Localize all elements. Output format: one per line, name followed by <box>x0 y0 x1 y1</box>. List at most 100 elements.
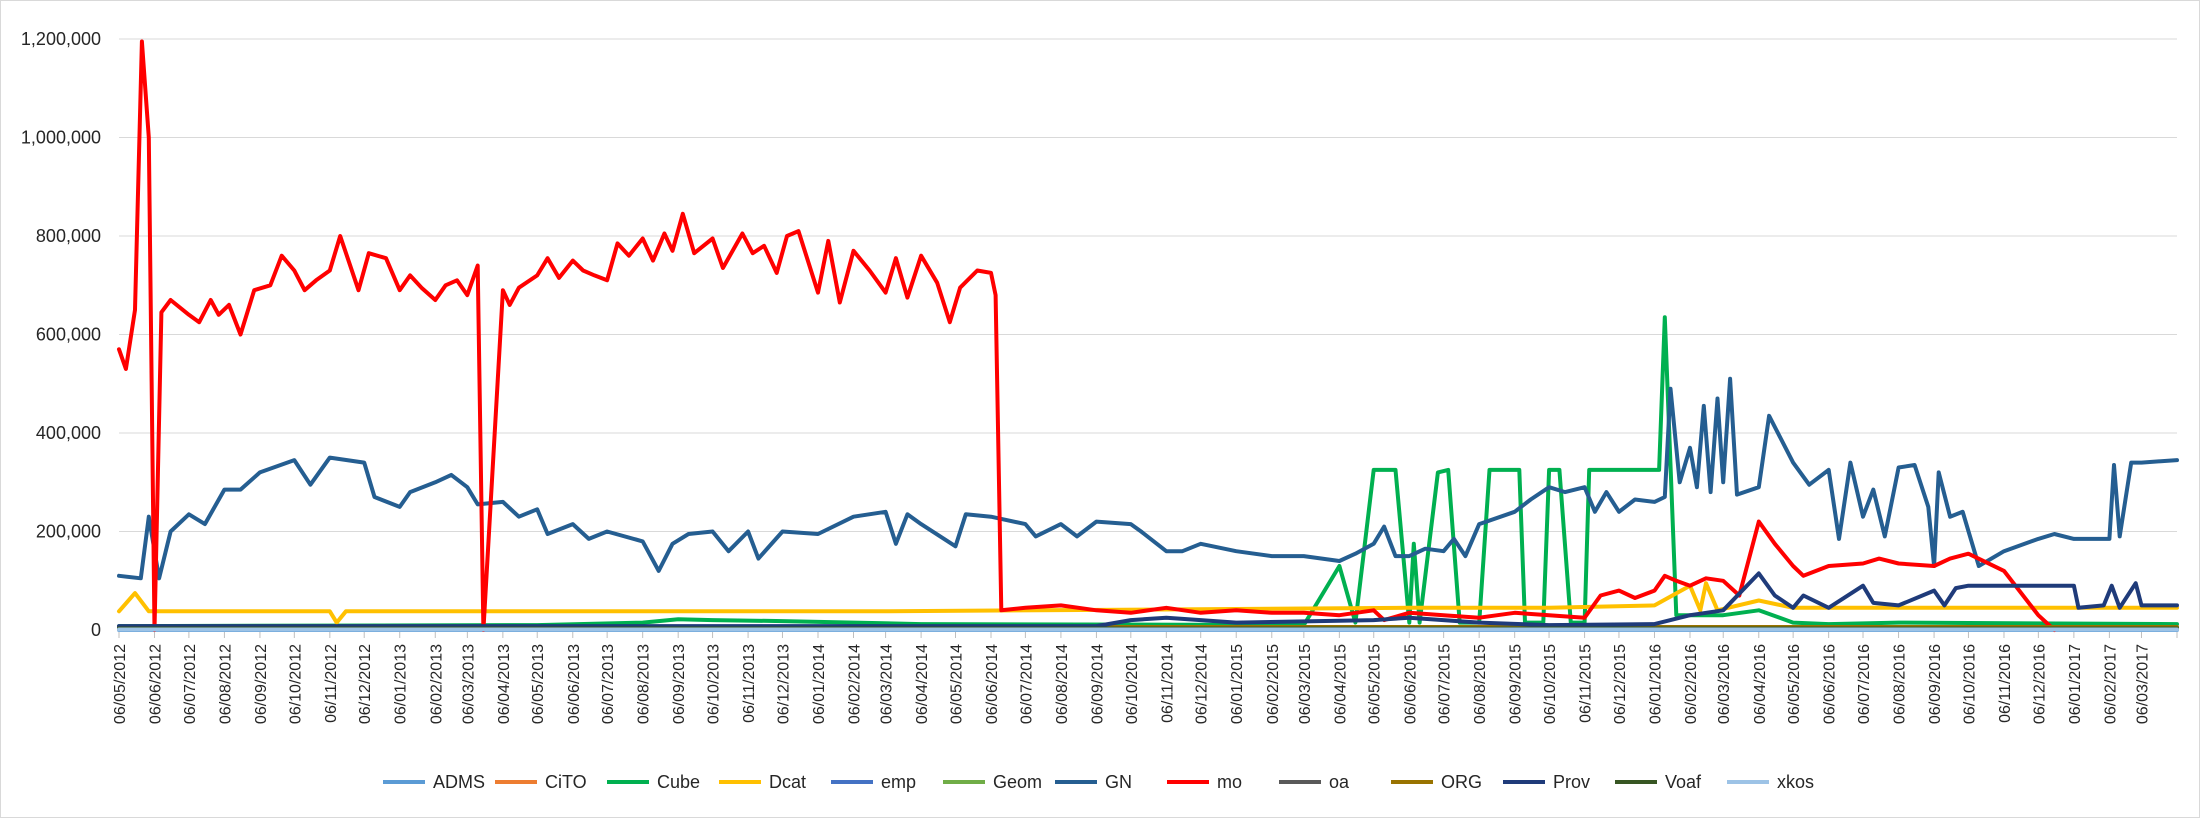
x-tick-label: 06/02/2016 <box>1683 644 1700 724</box>
legend-label: Voaf <box>1665 772 1702 792</box>
legend-label: Geom <box>993 772 1042 792</box>
x-tick-label: 06/05/2012 <box>112 644 129 724</box>
x-tick-label: 06/01/2016 <box>1647 644 1664 724</box>
legend-item-cube: Cube <box>607 772 700 792</box>
x-tick-label: 06/10/2016 <box>1961 644 1978 724</box>
x-tick-label: 06/07/2012 <box>182 644 199 724</box>
legend-label: emp <box>881 772 916 792</box>
legend-item-dcat: Dcat <box>719 772 806 792</box>
x-tick-label: 06/08/2016 <box>1892 644 1909 724</box>
x-tick-label: 06/11/2013 <box>741 644 758 723</box>
axes: 0 200,000 400,000 600,000 800,000 1,000,000 1,… <box>21 29 2178 724</box>
series-lines <box>117 39 2179 632</box>
x-tick-label: 06/12/2015 <box>1612 644 1629 724</box>
legend-item-emp: emp <box>831 772 916 792</box>
x-tick-label: 06/12/2014 <box>1194 644 1211 724</box>
legend-item-org: ORG <box>1391 772 1482 792</box>
x-tick-label: 06/04/2014 <box>914 644 931 724</box>
legend-item-prov: Prov <box>1503 772 1590 792</box>
x-tick-label: 06/06/2015 <box>1402 644 1419 724</box>
series-line-dcat <box>117 581 2179 625</box>
legend-label: xkos <box>1777 772 1814 792</box>
legend-label: Dcat <box>769 772 806 792</box>
legend-label: CiTO <box>545 772 587 792</box>
x-tick-label: 06/07/2014 <box>1018 644 1035 724</box>
series-line-cube <box>117 315 2179 629</box>
legend-label: Prov <box>1553 772 1590 792</box>
legend-item-gn: GN <box>1055 772 1132 792</box>
x-tick-label: 06/09/2016 <box>1927 644 1944 724</box>
series-line-gn <box>117 376 2179 581</box>
x-tick-label: 06/09/2012 <box>253 644 270 724</box>
legend-label: ORG <box>1441 772 1482 792</box>
x-tick-label: 06/08/2013 <box>636 644 653 724</box>
y-tick-label: 200,000 <box>36 522 101 542</box>
x-tick-label: 06/09/2015 <box>1508 644 1525 724</box>
x-tick-label: 06/05/2015 <box>1367 644 1384 724</box>
y-tick-label: 800,000 <box>36 226 101 246</box>
x-tick-label: 06/07/2013 <box>600 644 617 724</box>
x-tick-label: 06/05/2016 <box>1786 644 1803 724</box>
x-tick-label: 06/10/2015 <box>1542 644 1559 724</box>
series-line-prov <box>117 571 2179 629</box>
x-tick-label: 06/02/2015 <box>1265 644 1282 724</box>
x-tick-label: 06/12/2013 <box>775 644 792 724</box>
x-tick-label: 06/01/2017 <box>2067 644 2084 724</box>
y-tick-label: 400,000 <box>36 423 101 443</box>
x-tick-label: 06/03/2014 <box>879 644 896 724</box>
x-tick-label: 06/09/2014 <box>1089 644 1106 724</box>
x-tick-label: 06/03/2016 <box>1716 644 1733 724</box>
x-tick-label: 06/10/2013 <box>706 644 723 724</box>
x-tick-label: 06/10/2014 <box>1124 644 1141 724</box>
x-tick-label: 06/06/2013 <box>566 644 583 724</box>
x-tick-label: 06/05/2014 <box>948 644 965 724</box>
legend-item-voaf: Voaf <box>1615 772 1702 792</box>
x-tick-label: 06/02/2017 <box>2102 644 2119 724</box>
x-tick-label: 06/09/2013 <box>671 644 688 724</box>
x-tick-label: 06/04/2013 <box>496 644 513 724</box>
x-tick-label: 06/08/2014 <box>1054 644 1071 724</box>
legend-item-cito: CiTO <box>495 772 587 792</box>
x-tick-label: 06/01/2013 <box>393 644 410 724</box>
legend-label: ADMS <box>433 772 485 792</box>
x-tick-label: 06/01/2014 <box>811 644 828 724</box>
legend-item-geom: Geom <box>943 772 1042 792</box>
x-tick-label: 06/07/2015 <box>1437 644 1454 724</box>
legend-item-adms: ADMS <box>383 772 485 792</box>
x-tick-label: 06/05/2013 <box>530 644 547 724</box>
x-tick-label: 06/06/2012 <box>148 644 165 724</box>
x-tick-label: 06/04/2016 <box>1752 644 1769 724</box>
x-tick-label: 06/04/2015 <box>1332 644 1349 724</box>
x-tick-label: 06/08/2012 <box>217 644 234 724</box>
x-tick-label: 06/11/2015 <box>1578 644 1595 723</box>
y-tick-label: 1,200,000 <box>21 29 101 49</box>
legend-item-mo: mo <box>1167 772 1242 792</box>
x-tick-label: 06/07/2016 <box>1856 644 1873 724</box>
x-tick-label: 06/06/2016 <box>1822 644 1839 724</box>
legend-label: mo <box>1217 772 1242 792</box>
legend-label: Cube <box>657 772 700 792</box>
x-tick-label: 06/11/2016 <box>1997 644 2014 723</box>
x-tick-label: 06/12/2012 <box>357 644 374 724</box>
gridlines <box>119 38 2177 532</box>
y-tick-label: 1,000,000 <box>21 128 101 148</box>
x-tick-label: 06/03/2013 <box>460 644 477 724</box>
x-tick-label: 06/11/2014 <box>1159 644 1176 723</box>
y-tick-label: 0 <box>91 620 101 640</box>
x-tick-label: 06/10/2012 <box>287 644 304 724</box>
y-tick-label: 600,000 <box>36 325 101 345</box>
x-tick-label: 06/11/2012 <box>323 644 340 723</box>
legend-label: GN <box>1105 772 1132 792</box>
x-tick-label: 06/02/2014 <box>847 644 864 724</box>
x-tick-label: 06/06/2014 <box>984 644 1001 724</box>
x-tick-label: 06/02/2013 <box>428 644 445 724</box>
x-tick-label: 06/08/2015 <box>1472 644 1489 724</box>
series-line-mo <box>117 39 2057 632</box>
x-tick-label: 06/12/2016 <box>2031 644 2048 724</box>
legend: ADMS CiTO Cube Dcat emp Geom GN mo oa ORG Prov Voaf… <box>383 772 1814 792</box>
x-tick-label: 06/01/2015 <box>1229 644 1246 724</box>
legend-item-xkos: xkos <box>1727 772 1814 792</box>
x-tick-label: 06/03/2015 <box>1297 644 1314 724</box>
